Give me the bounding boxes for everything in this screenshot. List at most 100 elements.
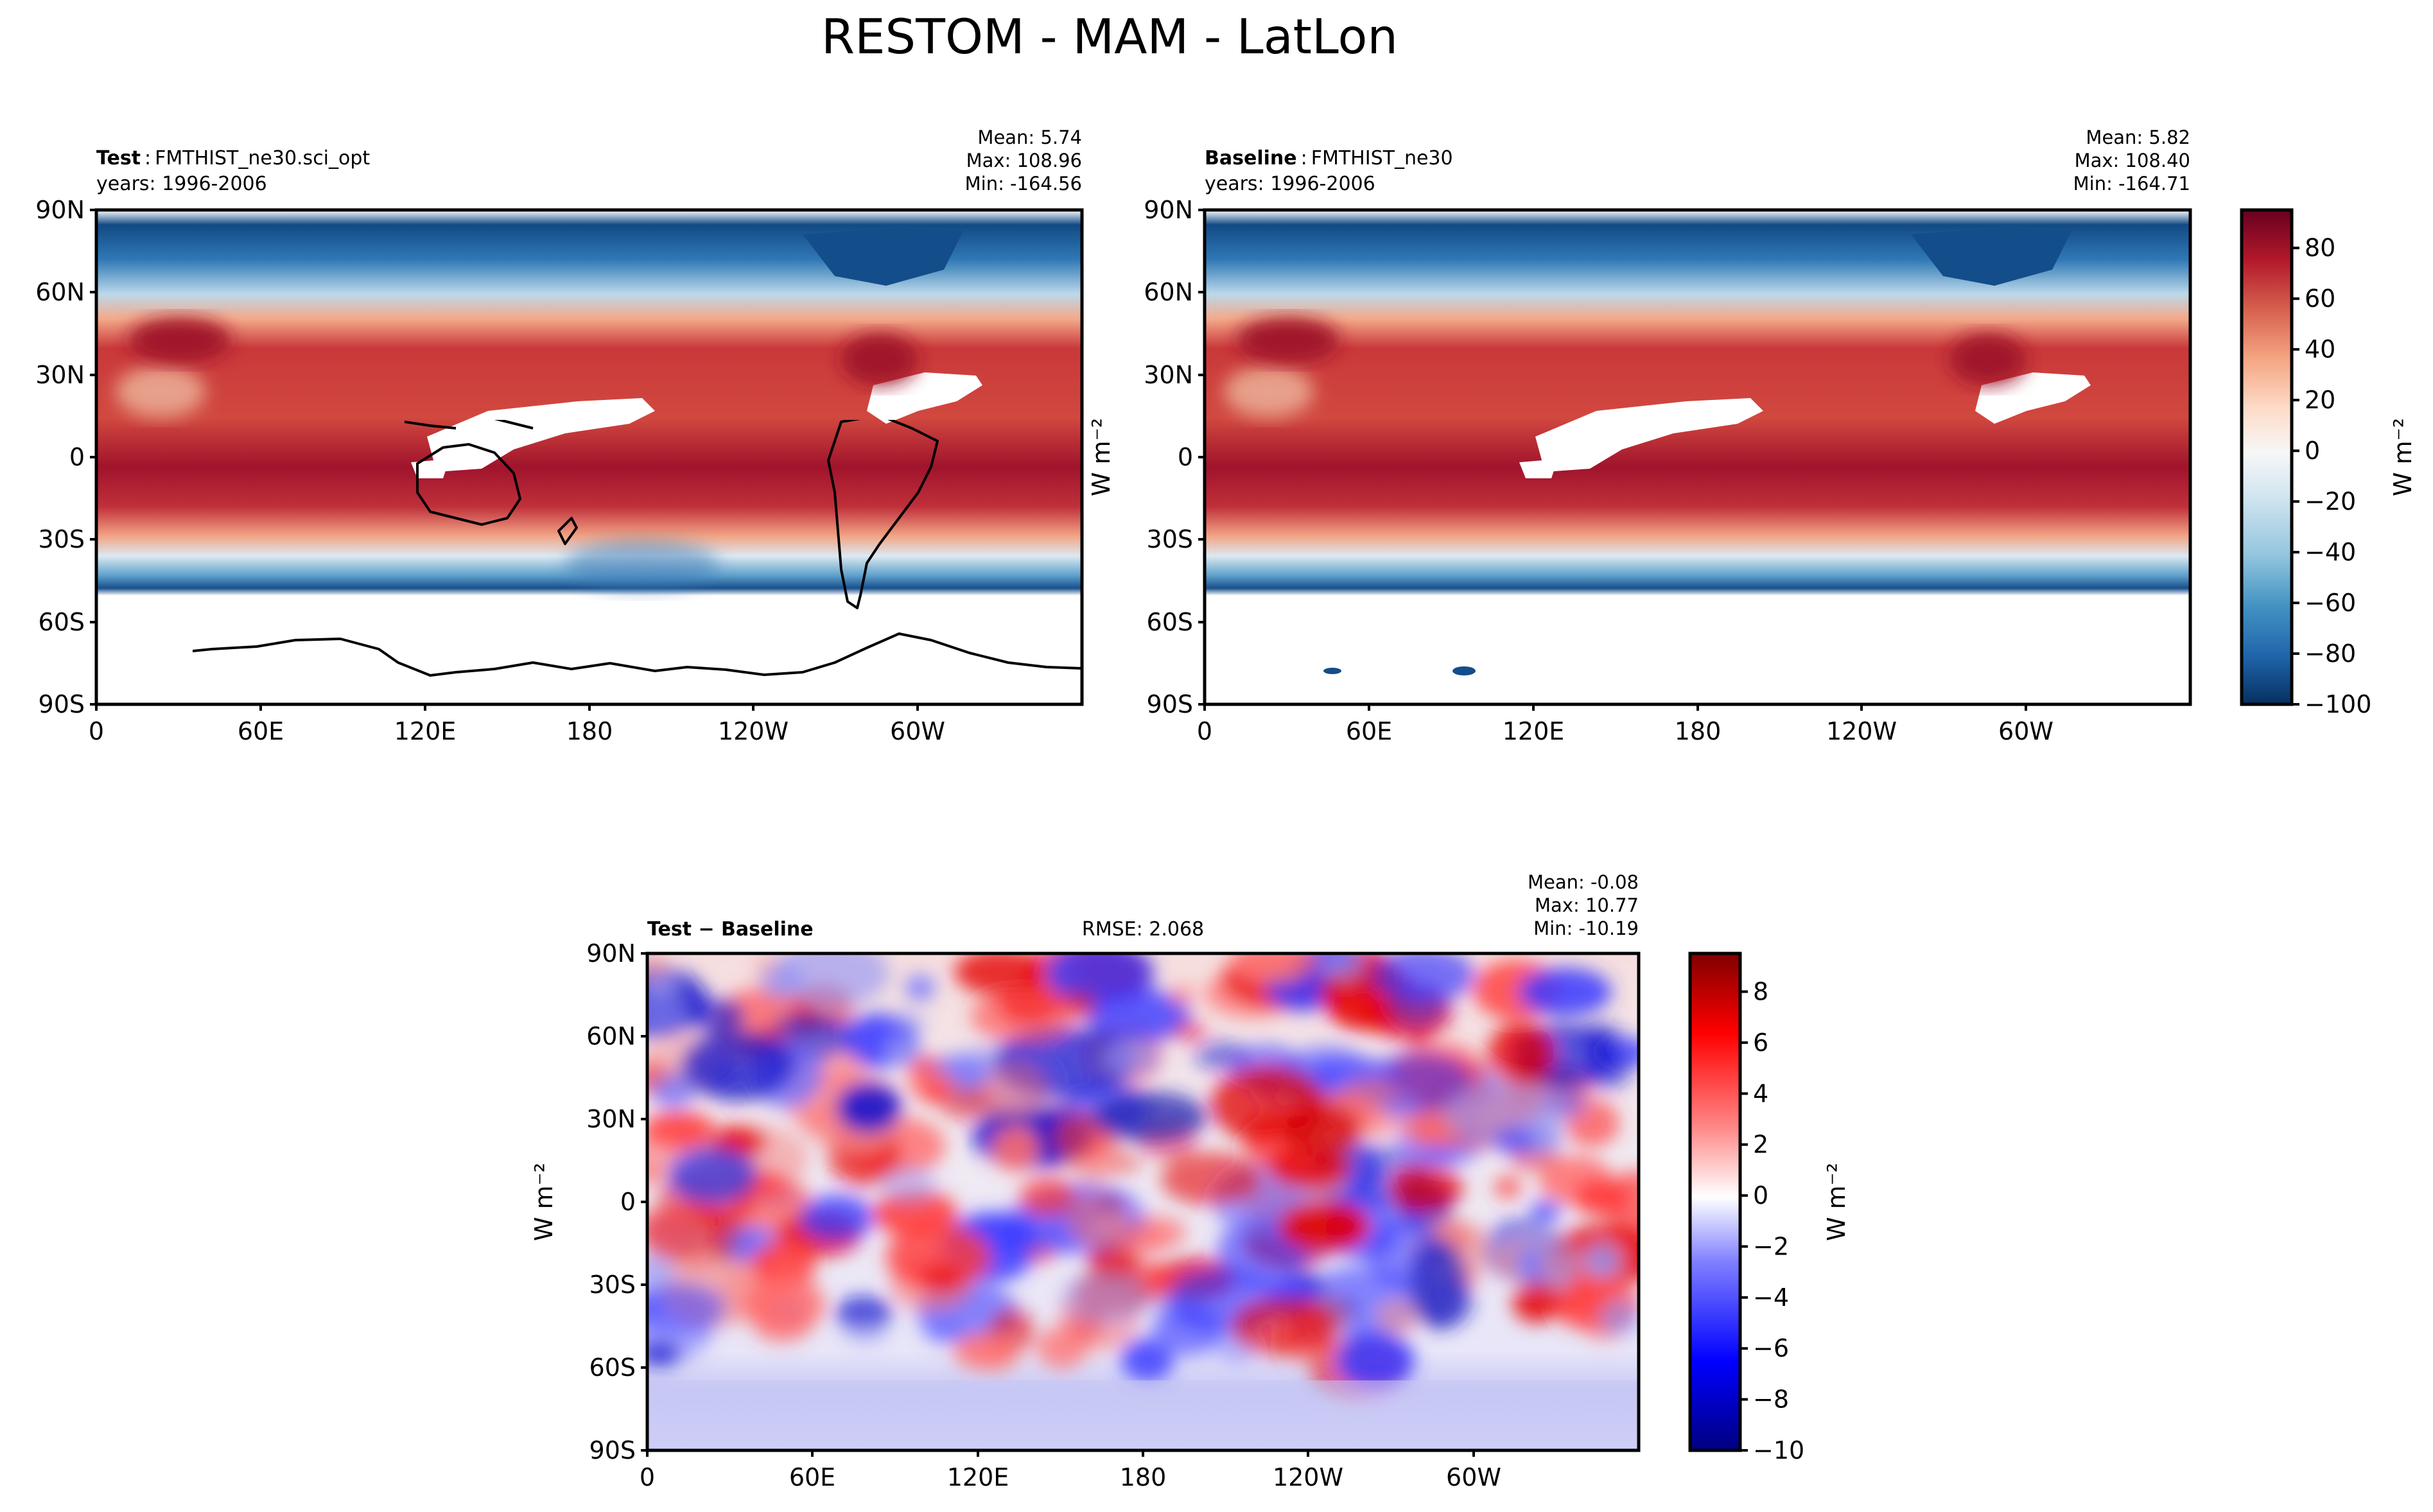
lat-tick: 90N xyxy=(586,939,636,968)
diff-rmse: RMSE: 2.068 xyxy=(1082,918,1204,941)
diff-anomaly-blob xyxy=(1045,953,1155,1006)
colorbar-tick-label: 20 xyxy=(2305,386,2335,414)
colorbar-tick-label: −100 xyxy=(2305,690,2371,718)
top-colorbar-ticks: 80 60 40 20 0 −20 −40 −60 −80 −100 xyxy=(2292,234,2371,718)
diff-anomaly-blob xyxy=(647,1282,727,1334)
diff-anomaly-blob xyxy=(688,998,746,1034)
lon-tick: 60E xyxy=(238,717,284,745)
diff-anomaly-blob xyxy=(774,953,890,1007)
test-max: Max: 108.96 xyxy=(966,150,1082,171)
diff-min: Min: -10.19 xyxy=(1533,917,1639,939)
diff-anomaly-blob xyxy=(1173,1021,1206,1041)
lon-tick: 120W xyxy=(718,717,789,745)
diff-anomaly-blob xyxy=(982,1061,1047,1120)
lat-tick: 90N xyxy=(35,196,85,224)
diff-anomaly-blob xyxy=(1583,1244,1619,1278)
diff-anomaly-blob xyxy=(1160,1152,1263,1206)
lat-tick: 60N xyxy=(1144,278,1193,306)
lat-tick: 30S xyxy=(589,1271,636,1299)
diff-max: Max: 10.77 xyxy=(1535,894,1639,916)
test-title-label: Test xyxy=(96,147,141,169)
colorbar-tick-label: 80 xyxy=(2305,234,2335,262)
diff-colorbar-ticks: 8 6 4 2 0 −2 −4 −6 −8 −10 xyxy=(1740,978,1804,1464)
diff-anomaly-blob xyxy=(1171,985,1194,1007)
diff-anomaly-blob xyxy=(1487,1021,1555,1086)
diff-colorbar: 8 6 4 2 0 −2 −4 −6 −8 −10 W m⁻² xyxy=(1688,952,1851,1464)
diff-anomaly-blob xyxy=(1494,1176,1521,1199)
colorbar-tick-label: 4 xyxy=(1753,1079,1768,1108)
lat-tick: 30N xyxy=(586,1105,636,1133)
test-min: Min: -164.56 xyxy=(965,173,1082,195)
diff-anomaly-blob xyxy=(647,1341,681,1367)
diff-anomaly-blob xyxy=(1530,1201,1562,1220)
diff-anomaly-blob xyxy=(1231,1297,1339,1357)
lat-tick: 30N xyxy=(1144,361,1193,389)
diff-anomaly-blob xyxy=(970,989,1072,1043)
diff-anomaly-blob xyxy=(1382,1097,1422,1118)
lon-tick: 180 xyxy=(566,717,613,745)
test-title-case: FMTHIST_ne30.sci_opt xyxy=(155,147,370,169)
lon-tick: 180 xyxy=(1675,717,1722,745)
colorbar-tick-label: 2 xyxy=(1753,1131,1768,1159)
colorbar-tick-label: −4 xyxy=(1753,1283,1789,1312)
baseline-min: Min: -164.71 xyxy=(2073,173,2190,195)
diff-anomaly-blob xyxy=(953,1332,1015,1369)
lat-tick: 30S xyxy=(39,525,85,553)
diff-anomaly-blob xyxy=(1318,954,1363,980)
top-colorbar-frame xyxy=(2240,208,2294,706)
diff-anomaly-blob xyxy=(1067,1192,1128,1246)
diff-anomaly-blob xyxy=(1267,1146,1349,1189)
diff-anomaly-blob xyxy=(1581,1023,1620,1050)
colorbar-tick-label: 0 xyxy=(1753,1181,1768,1210)
test-lat-ticks: 90N 60N 30N 0 30S 60S 90S xyxy=(35,196,96,718)
colorbar-tick-label: −10 xyxy=(1753,1436,1804,1464)
lat-tick: 90N xyxy=(1144,196,1193,224)
colorbar-tick-label: −2 xyxy=(1753,1232,1789,1260)
diff-anomaly-blob xyxy=(1587,1048,1631,1090)
colorbar-tick-label: −8 xyxy=(1753,1386,1789,1414)
baseline-max: Max: 108.40 xyxy=(2075,150,2190,171)
diff-anomaly-blob xyxy=(890,1011,926,1034)
colorbar-tick-label: 40 xyxy=(2305,335,2335,363)
diff-anomaly-blob xyxy=(885,1224,991,1290)
diff-anomaly-blob xyxy=(1113,1224,1168,1256)
colorbar-tick-label: 8 xyxy=(1753,978,1768,1006)
diff-anomaly-blob xyxy=(1102,1040,1162,1076)
diff-anomaly-blob xyxy=(799,1194,875,1241)
lon-tick: 120E xyxy=(947,1463,1009,1491)
diff-anomaly-blob xyxy=(1512,1282,1560,1323)
test-map-field xyxy=(96,210,1082,704)
diff-anomaly-blob xyxy=(937,1081,993,1120)
diff-anomaly-blob xyxy=(1389,1163,1463,1213)
diff-anomaly-blob xyxy=(651,1073,695,1109)
diff-colorbar-units: W m⁻² xyxy=(1822,1163,1851,1241)
baseline-years: years: 1996-2006 xyxy=(1205,173,1375,195)
diff-anomaly-blob xyxy=(1092,1091,1207,1143)
lat-tick: 60S xyxy=(39,608,85,636)
diff-anomaly-blob xyxy=(1229,953,1316,984)
lon-tick: 180 xyxy=(1120,1463,1167,1491)
top-colorbar: 80 60 40 20 0 −20 −40 −60 −80 −100 W m⁻² xyxy=(2240,208,2417,718)
test-panel: Test: FMTHIST_ne30.sci_opt years: 1996-20… xyxy=(35,126,1084,745)
diff-panel: Test − Baseline RMSE: 2.068 Mean: -0.08 … xyxy=(530,871,1641,1491)
lon-tick: 0 xyxy=(640,1463,655,1491)
diff-map-field xyxy=(647,953,1639,1450)
baseline-title: Baseline: FMTHIST_ne30 xyxy=(1205,147,1453,169)
diff-colorbar-fill xyxy=(1690,953,1740,1450)
lon-tick: 120E xyxy=(394,717,457,745)
test-title: Test: FMTHIST_ne30.sci_opt xyxy=(96,147,370,169)
diff-anomaly-blob xyxy=(885,1038,921,1066)
test-years: years: 1996-2006 xyxy=(96,173,267,195)
diff-anomaly-blob xyxy=(992,1126,1039,1172)
diff-anomaly-blob xyxy=(1376,1298,1420,1337)
lon-tick: 60W xyxy=(1998,717,2054,745)
diff-anomaly-blob xyxy=(647,1162,663,1185)
diff-anomaly-blob xyxy=(1337,1331,1415,1390)
diff-anomaly-blob xyxy=(918,1082,951,1103)
lat-tick: 0 xyxy=(620,1188,636,1216)
lat-tick: 60S xyxy=(589,1353,636,1382)
top-colorbar-fill xyxy=(2242,210,2292,704)
diff-anomaly-blob xyxy=(1519,1250,1542,1272)
diff-anomaly-blob xyxy=(647,1254,674,1291)
